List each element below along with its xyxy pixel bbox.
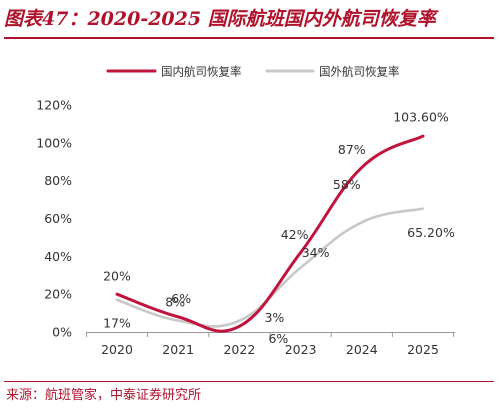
footer-rule — [4, 381, 494, 382]
data-label-domestic: 3% — [264, 310, 284, 325]
data-label-foreign: 17% — [103, 315, 131, 330]
x-tick-label: 2023 — [285, 342, 317, 357]
x-tick-label: 2020 — [101, 342, 133, 357]
title-rule — [4, 37, 494, 39]
y-tick-label: 60% — [44, 211, 72, 226]
data-label-foreign: 65.20% — [407, 225, 455, 240]
series-line-domestic — [115, 134, 425, 333]
x-tick-label: 2024 — [346, 342, 378, 357]
y-tick-label: 20% — [44, 287, 72, 302]
data-label-domestic: 8% — [165, 294, 185, 309]
data-label-foreign: 34% — [302, 245, 330, 260]
y-tick-label: 100% — [36, 135, 72, 150]
figure-title: 图表47：2020-2025 国际航班国内外航司恢复率 — [4, 8, 436, 30]
x-tick-label: 2022 — [223, 342, 255, 357]
x-axis: 2020 2021 2022 2023 2024 2025 — [85, 332, 455, 357]
y-tick-label: 120% — [36, 98, 72, 113]
data-label-foreign: 58% — [333, 177, 361, 192]
data-label-foreign: 6% — [171, 291, 191, 306]
legend-label: 国内航司恢复率 — [161, 65, 242, 79]
data-label-domestic: 20% — [103, 269, 131, 284]
data-label-foreign: 6% — [268, 331, 288, 346]
data-label-domestic: 87% — [338, 142, 366, 157]
y-axis: 0% 20% 40% 60% 80% 100% 120% — [36, 98, 72, 340]
y-tick-label: 0% — [52, 325, 72, 340]
y-tick-label: 80% — [44, 173, 72, 188]
x-tick-label: 2021 — [162, 342, 194, 357]
series-line-foreign — [115, 207, 425, 328]
data-label-domestic: 42% — [281, 227, 309, 242]
source-note: 来源：航班管家，中泰证券研究所 — [6, 388, 202, 403]
data-labels: 20% 8% 3% 42% 87% 103.60% 17% 6% 6% 34% 58% 65.20% — [103, 110, 455, 347]
series-lines — [115, 134, 425, 333]
legend: 国内航司恢复率 国外航司恢复率 — [106, 65, 400, 79]
data-label-domestic: 103.60% — [393, 110, 449, 125]
legend-label: 国外航司恢复率 — [319, 65, 400, 79]
x-tick-label: 2025 — [407, 342, 439, 357]
y-tick-label: 40% — [44, 249, 72, 264]
